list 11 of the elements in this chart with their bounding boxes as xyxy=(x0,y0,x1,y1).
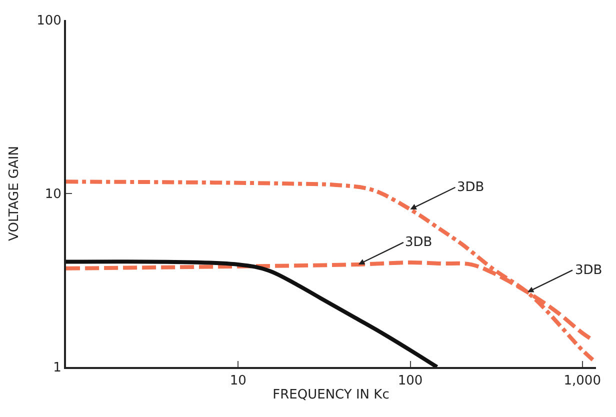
y-tick-label: 10 xyxy=(44,187,62,202)
annotation: 3DB xyxy=(575,263,602,278)
annotation: 3DB xyxy=(457,180,484,195)
y-tick-label: 1 xyxy=(53,360,62,376)
y-tick-label: 100 xyxy=(36,14,62,29)
x-tick-label: 1,000 xyxy=(564,374,601,389)
x-axis-title: FREQUENCY IN Kc xyxy=(272,388,390,403)
y-axis-title: VOLTAGE GAIN xyxy=(7,146,22,241)
annotation: 3DB xyxy=(405,235,432,250)
x-tick-label: 10 xyxy=(230,374,246,389)
x-tick-label: 100 xyxy=(398,374,423,389)
